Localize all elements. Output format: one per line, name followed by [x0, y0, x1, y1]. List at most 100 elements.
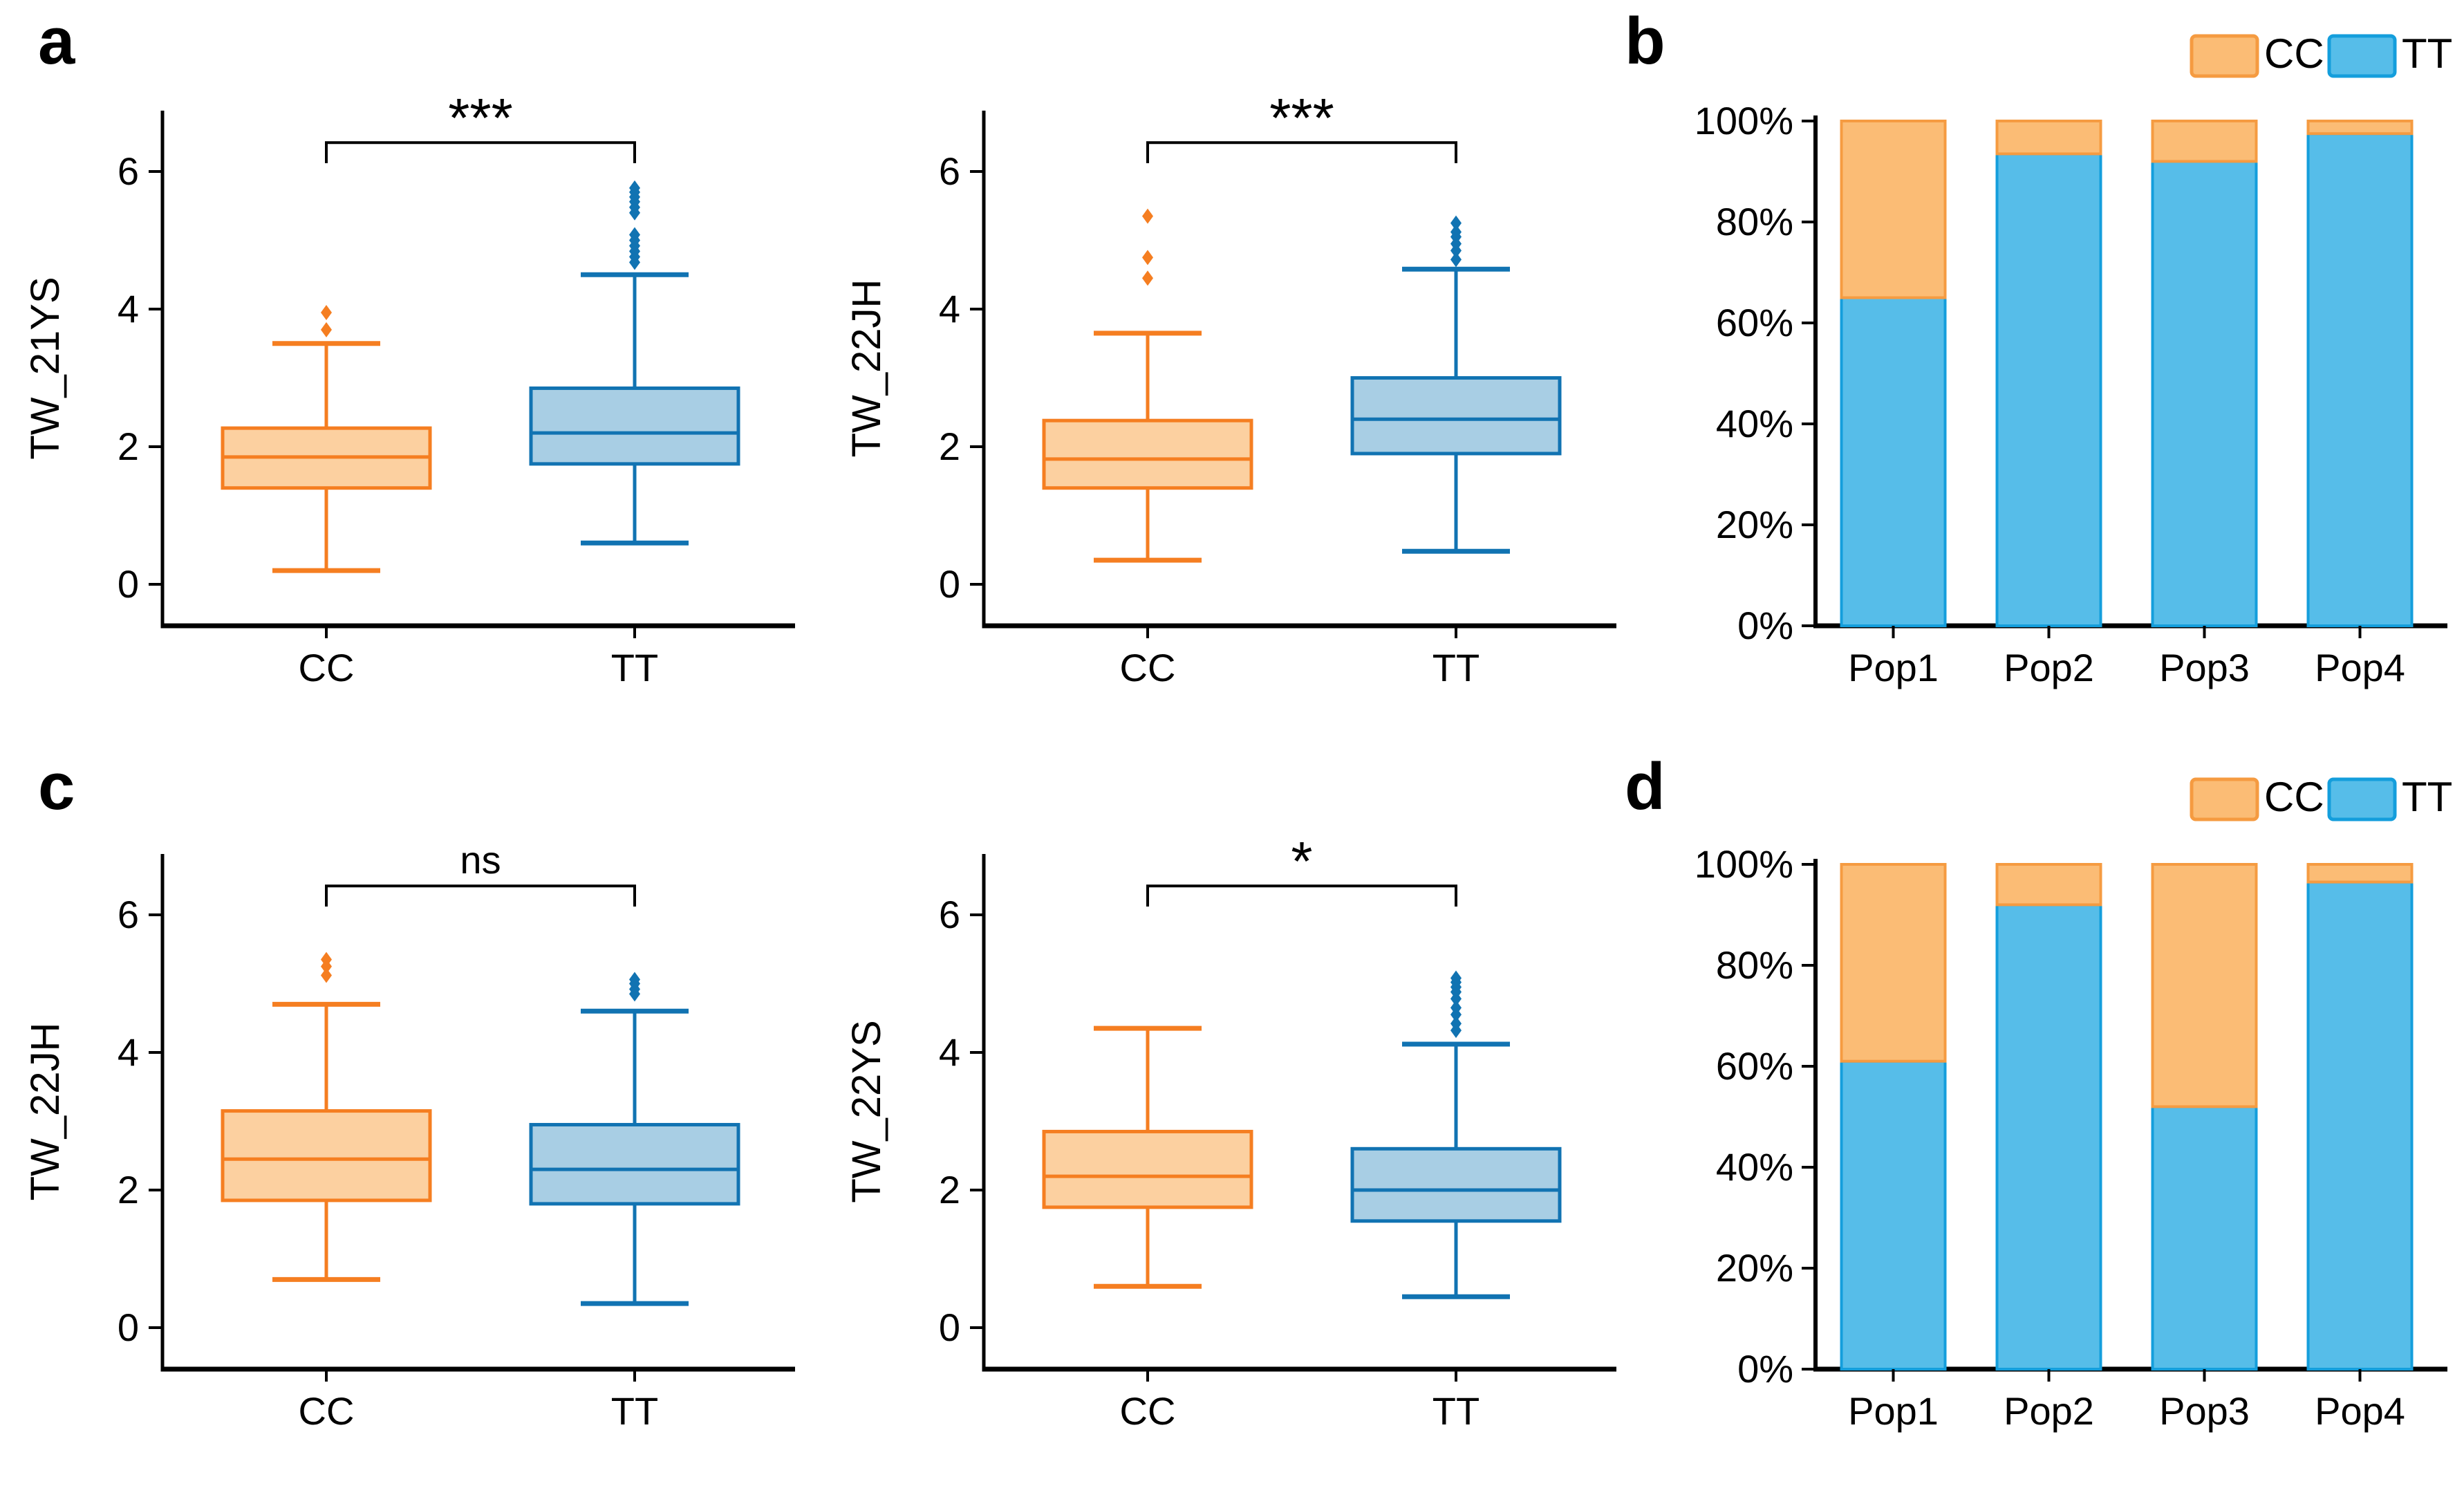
x-tick-label: CC — [1120, 1389, 1176, 1433]
outlier-point — [1142, 250, 1153, 266]
panel-letter-b: b — [1625, 4, 1665, 78]
outlier-point — [1450, 970, 1462, 986]
y-tick-label: 6 — [118, 893, 139, 936]
legend: CC TT — [2190, 774, 2452, 821]
y-axis-label: TW_22JH — [23, 1023, 68, 1201]
boxplot-a-tw21ys: 0 2 4 6 TW_21YS CC TT *** — [23, 87, 795, 689]
plot-box-c1: 0 2 4 6 TW_22JH CC TT ns — [23, 838, 795, 1433]
significance-label: * — [1291, 830, 1312, 892]
y-tick-label: 0% — [1737, 1347, 1793, 1391]
y-tick-label: 80% — [1716, 943, 1793, 987]
x-tick-label: Pop3 — [2159, 646, 2250, 689]
stacked-bar-panel-b: 0% 20% 40% 60% 80% 100% Pop1 Pop2 Pop3 Pop4 CC TT — [1695, 30, 2453, 689]
legend-swatch-cc — [2190, 34, 2259, 78]
outlier-point — [321, 951, 332, 967]
outlier-point — [321, 322, 332, 337]
outlier-point — [629, 227, 640, 243]
y-tick-label: 4 — [118, 1030, 139, 1074]
y-tick-label: 2 — [939, 1168, 960, 1211]
bar-Pop1 — [1840, 863, 1947, 1371]
legend-label-tt: TT — [2402, 774, 2452, 820]
y-tick-label: 4 — [118, 287, 139, 331]
box-group-CC — [1042, 1025, 1253, 1289]
x-tick-label: TT — [1432, 646, 1480, 689]
cc-segment — [1995, 863, 2102, 907]
plot-bars-d: 0% 20% 40% 60% 80% 100% Pop1 Pop2 Pop3 Pop4 CC TT — [1695, 774, 2453, 1433]
boxplot-c-tw22jh: 0 2 4 6 TW_22JH CC TT ns — [23, 838, 795, 1433]
y-tick-label: 2 — [118, 425, 139, 468]
y-tick-label: 60% — [1716, 301, 1793, 344]
legend-swatch-cc — [2190, 777, 2259, 821]
legend-label-cc: CC — [2264, 774, 2324, 820]
bar-Pop3 — [2151, 120, 2258, 627]
tt-segment — [1840, 1059, 1947, 1371]
tt-segment — [2306, 880, 2414, 1371]
tt-segment — [1995, 152, 2102, 627]
outlier-point — [1450, 215, 1462, 231]
outlier-point — [321, 967, 332, 983]
y-tick-label: 40% — [1716, 1145, 1793, 1189]
x-tick-label: TT — [1432, 1389, 1480, 1433]
y-tick-label: 2 — [118, 1168, 139, 1211]
iqr-box — [529, 1122, 740, 1206]
panel-letter-d: d — [1625, 750, 1665, 824]
box-group-TT — [529, 180, 740, 546]
y-tick-label: 40% — [1716, 402, 1793, 445]
x-tick-label: TT — [611, 646, 658, 689]
cc-segment — [1995, 120, 2102, 156]
box-group-CC — [221, 951, 432, 1282]
x-tick-label: CC — [299, 646, 355, 689]
box-group-TT — [529, 972, 740, 1306]
iqr-box — [529, 386, 740, 466]
y-tick-label: 4 — [939, 1030, 960, 1074]
y-tick-label: 4 — [939, 287, 960, 331]
outlier-point — [1450, 1016, 1462, 1032]
outlier-point — [629, 972, 640, 987]
tt-segment — [1840, 296, 1947, 627]
significance-bracket — [1146, 884, 1457, 907]
y-tick-label: 20% — [1716, 503, 1793, 546]
cc-segment — [2151, 863, 2258, 1108]
x-tick-label: Pop1 — [1848, 646, 1939, 689]
outlier-point — [1142, 208, 1153, 224]
cc-segment — [1840, 863, 1947, 1063]
y-axis-label: TW_21YS — [23, 277, 68, 459]
x-tick-label: Pop1 — [1848, 1389, 1939, 1433]
boxplot-a-tw22jh: 0 2 4 6 TW_22JH CC TT *** — [844, 87, 1616, 689]
box-group-CC — [221, 304, 432, 573]
y-tick-label: 0% — [1737, 604, 1793, 647]
box-group-TT — [1350, 970, 1562, 1299]
stacked-bar-panel-d: 0% 20% 40% 60% 80% 100% Pop1 Pop2 Pop3 Pop4 CC TT — [1695, 774, 2453, 1433]
y-tick-label: 6 — [939, 149, 960, 193]
cc-segment — [2151, 120, 2258, 163]
x-tick-label: CC — [299, 1389, 355, 1433]
significance-bracket — [325, 141, 636, 164]
box-group-TT — [1350, 215, 1562, 554]
panel-letter-c: c — [38, 750, 75, 824]
y-tick-label: 60% — [1716, 1044, 1793, 1088]
x-tick-label: Pop2 — [2004, 1389, 2094, 1433]
significance-bracket — [1146, 141, 1457, 164]
significance-label: ns — [460, 838, 501, 882]
significance-bracket — [325, 884, 636, 907]
cc-segment — [1840, 120, 1947, 299]
y-tick-label: 0 — [939, 1306, 960, 1349]
iqr-box — [1350, 1146, 1562, 1223]
y-tick-label: 6 — [939, 893, 960, 936]
x-tick-label: CC — [1120, 646, 1176, 689]
x-tick-label: Pop3 — [2159, 1389, 2250, 1433]
y-tick-label: 2 — [939, 425, 960, 468]
y-axis-label: TW_22JH — [844, 279, 889, 458]
bar-Pop4 — [2306, 863, 2414, 1371]
y-tick-label: 20% — [1716, 1246, 1793, 1290]
tt-segment — [2306, 132, 2414, 627]
legend-label-tt: TT — [2402, 30, 2452, 77]
y-tick-label: 100% — [1695, 842, 1793, 886]
iqr-box — [221, 1109, 432, 1202]
tt-segment — [1995, 903, 2102, 1371]
plot-box-a1: 0 2 4 6 TW_21YS CC TT *** — [23, 87, 795, 689]
outlier-point — [1450, 224, 1462, 240]
legend-label-cc: CC — [2264, 30, 2324, 77]
x-tick-label: Pop4 — [2315, 646, 2405, 689]
